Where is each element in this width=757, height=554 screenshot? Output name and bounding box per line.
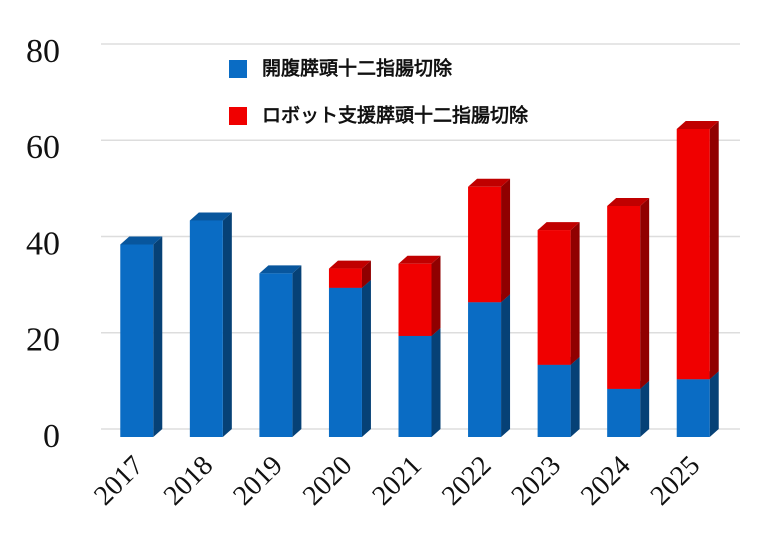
bar-side <box>292 265 302 437</box>
bar <box>398 335 432 437</box>
bar-side <box>431 255 441 336</box>
legend-swatch <box>229 107 247 125</box>
bar-top <box>537 222 580 231</box>
bar <box>328 287 362 437</box>
bar <box>398 263 432 336</box>
bar-side <box>570 356 580 437</box>
bar-side <box>709 121 719 380</box>
x-tick-label: 2023 <box>506 450 568 512</box>
bar-top <box>189 212 232 221</box>
bar-side <box>431 327 441 437</box>
bar-top <box>259 265 302 274</box>
bar <box>468 302 502 437</box>
bar-top <box>328 260 371 269</box>
bar-top <box>468 178 511 187</box>
x-tick-label: 2021 <box>366 450 428 512</box>
bar <box>676 379 710 437</box>
x-tick-label: 2022 <box>436 450 498 512</box>
x-tick-label: 2024 <box>575 450 637 512</box>
x-tick-label: 2025 <box>645 450 707 512</box>
bar <box>189 220 223 437</box>
bar <box>607 206 641 389</box>
bar-top <box>398 255 441 264</box>
bar-top <box>676 121 719 129</box>
y-tick-label: 20 <box>26 322 60 359</box>
y-tick-label: 60 <box>26 129 60 166</box>
y-tick-label: 0 <box>43 418 60 455</box>
bar-top <box>607 198 650 206</box>
bar <box>259 273 293 437</box>
bar <box>120 244 154 437</box>
bar-side <box>361 260 371 288</box>
bar <box>676 129 710 380</box>
bar <box>537 230 571 365</box>
x-tick-label: 2020 <box>297 450 359 512</box>
bar-side <box>640 198 650 389</box>
bar-side <box>640 380 650 437</box>
legend-label: ロボット支援膵頭十二指腸切除 <box>262 104 529 127</box>
bar-side <box>501 178 511 303</box>
bar-side <box>222 212 232 437</box>
y-tick-label: 40 <box>26 225 60 262</box>
bar <box>537 364 571 437</box>
bar-top <box>120 236 163 245</box>
bar-side <box>501 294 511 437</box>
bar-side <box>709 371 719 437</box>
bar-side <box>361 279 371 437</box>
bar <box>468 186 502 303</box>
y-tick-label: 80 <box>26 33 60 70</box>
x-tick-label: 2019 <box>227 450 289 512</box>
bar <box>607 388 641 437</box>
bar <box>328 268 362 288</box>
x-tick-label: 2017 <box>88 450 150 512</box>
bar-side <box>570 222 580 365</box>
legend-label: 開腹膵頭十二指腸切除 <box>262 57 453 80</box>
bar-side <box>153 236 163 437</box>
legend-swatch <box>229 60 247 78</box>
x-tick-label: 2018 <box>158 450 220 512</box>
